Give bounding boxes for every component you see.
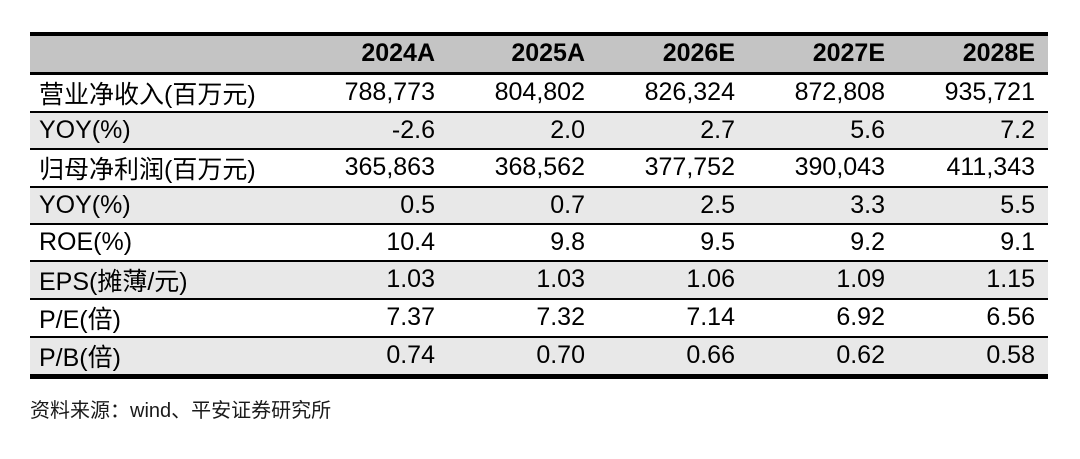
- cell-value: 0.70: [448, 336, 598, 379]
- cell-value: 2.0: [448, 111, 598, 150]
- header-cell-empty: [30, 32, 298, 75]
- cell-value: 9.2: [748, 223, 898, 262]
- table-row: P/E(倍) 7.37 7.32 7.14 6.92 6.56: [30, 298, 1048, 338]
- row-label: YOY(%): [30, 111, 298, 150]
- cell-value: 6.56: [898, 298, 1048, 338]
- row-label: EPS(摊薄/元): [30, 260, 298, 300]
- cell-value: 5.5: [898, 186, 1048, 225]
- cell-value: 411,343: [898, 148, 1048, 188]
- cell-value: 0.58: [898, 336, 1048, 379]
- cell-value: 377,752: [598, 148, 748, 188]
- row-label: 营业净收入(百万元): [30, 73, 298, 113]
- header-cell-2024A: 2024A: [298, 32, 448, 75]
- cell-value: 872,808: [748, 73, 898, 113]
- cell-value: 3.3: [748, 186, 898, 225]
- cell-value: 1.06: [598, 260, 748, 300]
- table-body: 营业净收入(百万元) 788,773 804,802 826,324 872,808 93…: [30, 73, 1048, 379]
- header-cell-2028E: 2028E: [898, 32, 1048, 75]
- table-row: ROE(%) 10.4 9.8 9.5 9.2 9.1: [30, 223, 1048, 262]
- row-label: P/B(倍): [30, 336, 298, 379]
- cell-value: 6.92: [748, 298, 898, 338]
- cell-value: 788,773: [298, 73, 448, 113]
- row-label: ROE(%): [30, 223, 298, 262]
- row-label: YOY(%): [30, 186, 298, 225]
- cell-value: 7.14: [598, 298, 748, 338]
- cell-value: 0.66: [598, 336, 748, 379]
- cell-value: 0.62: [748, 336, 898, 379]
- cell-value: 7.2: [898, 111, 1048, 150]
- header-cell-2025A: 2025A: [448, 32, 598, 75]
- cell-value: 804,802: [448, 73, 598, 113]
- header-cell-2026E: 2026E: [598, 32, 748, 75]
- table-row: YOY(%) 0.5 0.7 2.5 3.3 5.5: [30, 186, 1048, 225]
- cell-value: 9.8: [448, 223, 598, 262]
- table-row: EPS(摊薄/元) 1.03 1.03 1.06 1.09 1.15: [30, 260, 1048, 300]
- cell-value: 1.03: [298, 260, 448, 300]
- cell-value: 0.74: [298, 336, 448, 379]
- cell-value: 0.7: [448, 186, 598, 225]
- data-source-note: 资料来源：wind、平安证券研究所: [30, 399, 332, 422]
- cell-value: 368,562: [448, 148, 598, 188]
- cell-value: -2.6: [298, 111, 448, 150]
- header-row: 2024A 2025A 2026E 2027E 2028E: [30, 32, 1048, 75]
- cell-value: 826,324: [598, 73, 748, 113]
- row-label: 归母净利润(百万元): [30, 148, 298, 188]
- cell-value: 935,721: [898, 73, 1048, 113]
- cell-value: 10.4: [298, 223, 448, 262]
- cell-value: 1.03: [448, 260, 598, 300]
- financial-summary-table: 2024A 2025A 2026E 2027E 2028E 营业净收入(百万元)…: [30, 32, 1048, 379]
- table-row: P/B(倍) 0.74 0.70 0.66 0.62 0.58: [30, 336, 1048, 379]
- cell-value: 9.1: [898, 223, 1048, 262]
- table-row: YOY(%) -2.6 2.0 2.7 5.6 7.2: [30, 111, 1048, 150]
- cell-value: 7.32: [448, 298, 598, 338]
- cell-value: 2.7: [598, 111, 748, 150]
- table-row: 归母净利润(百万元) 365,863 368,562 377,752 390,043 41…: [30, 148, 1048, 188]
- row-label: P/E(倍): [30, 298, 298, 338]
- report-page: 2024A 2025A 2026E 2027E 2028E 营业净收入(百万元)…: [30, 32, 1048, 422]
- cell-value: 0.5: [298, 186, 448, 225]
- cell-value: 5.6: [748, 111, 898, 150]
- cell-value: 7.37: [298, 298, 448, 338]
- cell-value: 365,863: [298, 148, 448, 188]
- cell-value: 2.5: [598, 186, 748, 225]
- cell-value: 390,043: [748, 148, 898, 188]
- cell-value: 1.15: [898, 260, 1048, 300]
- table-row: 营业净收入(百万元) 788,773 804,802 826,324 872,808 93…: [30, 73, 1048, 113]
- table-header: 2024A 2025A 2026E 2027E 2028E: [30, 32, 1048, 75]
- header-cell-2027E: 2027E: [748, 32, 898, 75]
- cell-value: 9.5: [598, 223, 748, 262]
- cell-value: 1.09: [748, 260, 898, 300]
